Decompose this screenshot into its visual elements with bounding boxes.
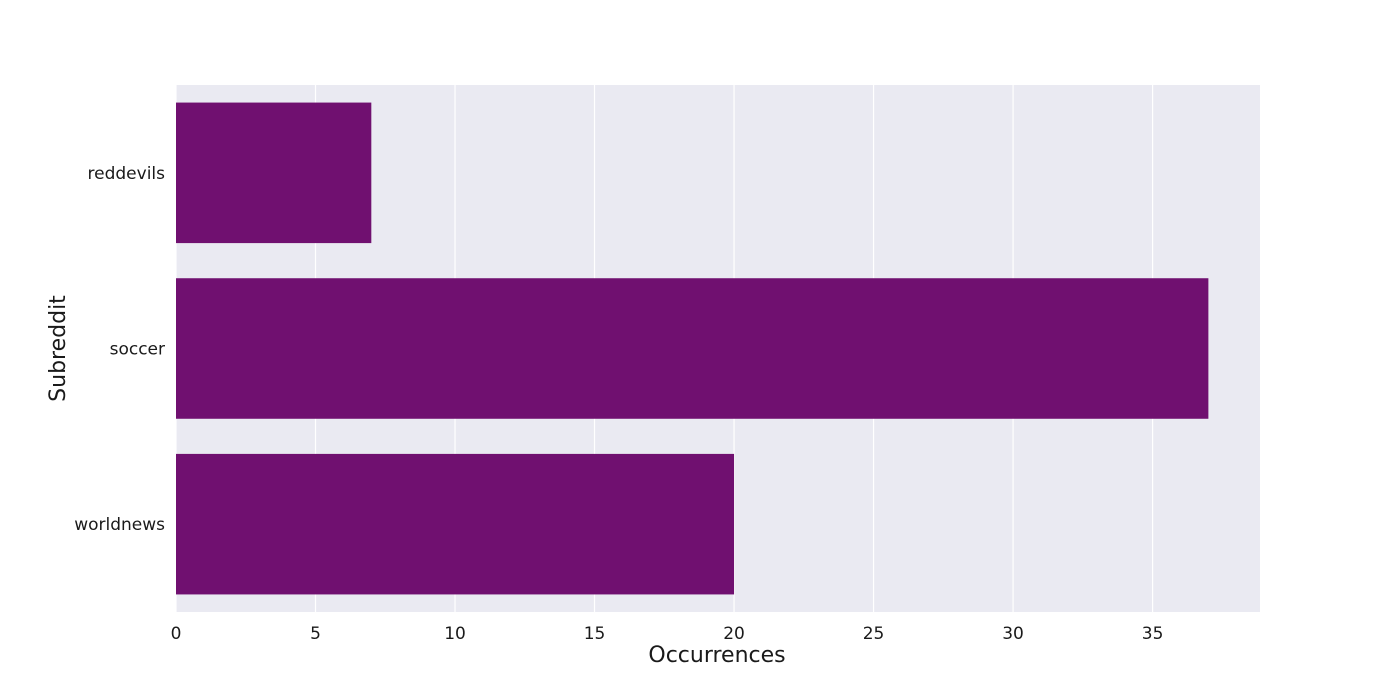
x-axis-label: Occurrences — [648, 643, 785, 668]
x-tick-label-5: 25 — [863, 624, 885, 644]
y-axis-label: Subreddit — [46, 295, 71, 402]
y-tick-label-worldnews: worldnews — [74, 515, 165, 535]
x-tick-label-3: 15 — [584, 624, 606, 644]
x-tick-label-7: 35 — [1142, 624, 1164, 644]
bar-soccer — [176, 278, 1209, 419]
bars — [176, 102, 1209, 595]
x-tick-label-2: 10 — [444, 624, 466, 644]
y-tick-label-soccer: soccer — [110, 340, 165, 360]
y-tick-label-reddevils: reddevils — [88, 164, 166, 184]
bar-reddevils — [176, 102, 372, 244]
y-tick-labels: reddevils soccer worldnews — [74, 164, 165, 535]
x-tick-label-4: 20 — [723, 624, 745, 644]
x-tick-labels: 0 5 10 15 20 25 30 35 — [171, 624, 1164, 644]
bar-worldnews — [176, 453, 735, 595]
x-tick-label-1: 5 — [310, 624, 321, 644]
x-tick-label-0: 0 — [171, 624, 182, 644]
x-tick-label-6: 30 — [1002, 624, 1024, 644]
